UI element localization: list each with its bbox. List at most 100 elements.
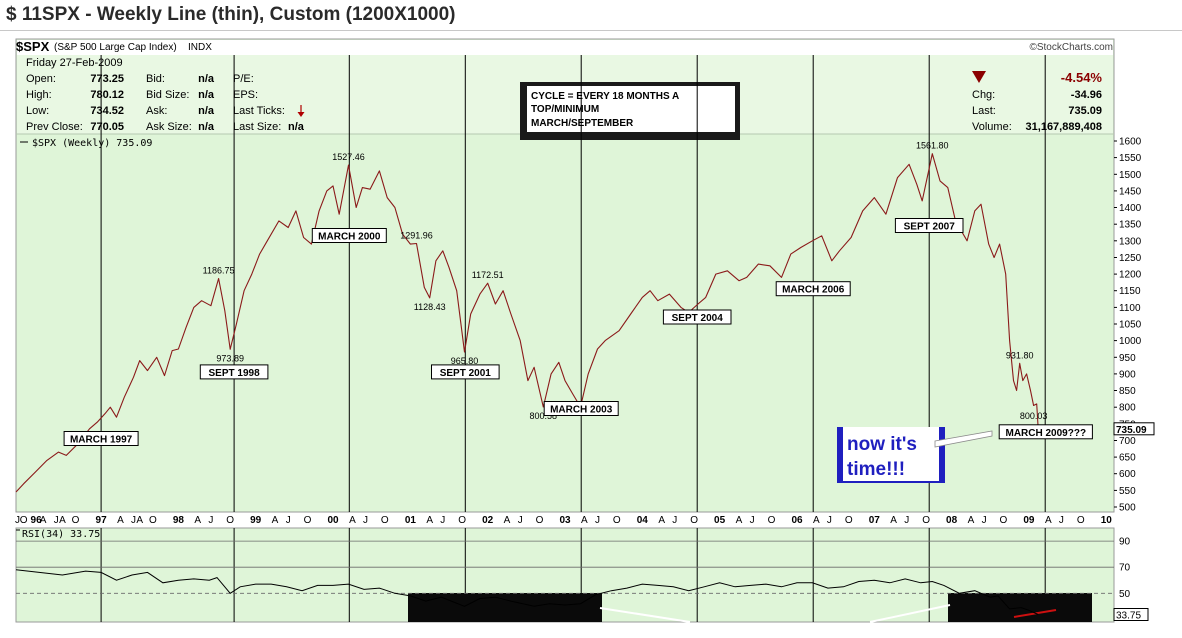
x-tick-label: J [54, 515, 59, 526]
x-tick-label: A [136, 515, 143, 526]
event-label-box [775, 281, 851, 297]
y-tick-label: 1300 [1119, 236, 1142, 247]
x-tick-label: J [440, 515, 445, 526]
rsi-trendline-2 [869, 604, 951, 623]
ask-size-value: n/a [198, 121, 215, 133]
x-tick-label: O [458, 515, 466, 526]
peak-label-layer: 1186.75 973.89 1527.46 1291.96 1128.43 965.80… [203, 141, 1048, 422]
x-tick-label: A [194, 515, 201, 526]
callout-pointer [934, 430, 993, 448]
x-tick-label: 10 [1101, 515, 1113, 526]
x-tick-label: J [827, 515, 832, 526]
y-tick-label: 950 [1119, 353, 1136, 364]
bid-label: Bid: [146, 73, 165, 85]
high-value: 780.12 [90, 89, 124, 101]
x-tick-label: O [72, 515, 80, 526]
x-tick-label: J [363, 515, 368, 526]
event-label-box [311, 228, 387, 243]
rsi-last-label: 33.75 [1116, 611, 1141, 622]
prev-close-value: 770.05 [90, 121, 124, 133]
bid-value: n/a [198, 73, 215, 85]
x-tick-label: A [40, 515, 47, 526]
peak-label: 1128.43 [414, 302, 446, 312]
peak-label: 1561.80 [916, 141, 949, 151]
x-tick-label: A [117, 515, 124, 526]
event-label-box [543, 401, 619, 416]
y-tick-label: 1350 [1119, 220, 1142, 231]
source-label: ©StockCharts.com [1029, 42, 1113, 53]
y-tick-label: 700 [1119, 436, 1136, 447]
eps-label: EPS: [233, 89, 258, 101]
x-tick-label: 99 [250, 515, 262, 526]
y-tick-label: 1600 [1119, 137, 1142, 148]
x-tick-label: 07 [869, 515, 881, 526]
event-label-box [662, 309, 732, 325]
event-label: MARCH 2000 [318, 232, 381, 243]
cycle-note-line-1: CYCLE = EVERY 18 MONTHS A [531, 91, 679, 102]
x-tick-label: A [1045, 515, 1052, 526]
bid-size-value: n/a [198, 89, 215, 101]
rsi-last-tag [1113, 608, 1149, 621]
rsi-legend: RSI(34) 33.75 [22, 529, 100, 540]
last-value: 735.09 [1068, 105, 1102, 117]
last-value-tag [1113, 422, 1155, 436]
peak-label: 800.58 [530, 411, 558, 421]
x-tick-label: O [1077, 515, 1085, 526]
x-tick-label: 96 [31, 515, 43, 526]
x-tick-label: J [1059, 515, 1064, 526]
x-tick-label: A [968, 515, 975, 526]
x-tick-label: J [15, 515, 20, 526]
cycle-note-line-2: TOP/MINIMUM [531, 104, 599, 115]
cycle-note-box: CYCLE = EVERY 18 MONTHS A TOP/MINIMUM MA… [520, 82, 740, 140]
x-tick-label: 09 [1023, 515, 1035, 526]
price-y-axis: 5005506006507007508008509009501000105011… [1113, 137, 1155, 514]
cycle-note-line-3: MARCH/SEPTEMBER [531, 118, 634, 129]
rsi-tick-label: 90 [1119, 537, 1131, 548]
x-tick-label: A [813, 515, 820, 526]
spx-price-line [15, 153, 1039, 493]
y-tick-label: 800 [1119, 403, 1136, 414]
x-tick-label: 98 [173, 515, 185, 526]
event-label-box [431, 364, 500, 380]
x-tick-label: O [1000, 515, 1008, 526]
rsi-tick-label: 70 [1119, 563, 1131, 574]
bid-size-label: Bid Size: [146, 89, 189, 101]
chg-value: -34.96 [1071, 89, 1102, 101]
x-tick-label: J [672, 515, 677, 526]
x-tick-label: O [536, 515, 544, 526]
x-tick-label: J [904, 515, 909, 526]
event-label-box [894, 218, 964, 233]
exchange-label: INDX [188, 42, 212, 53]
rsi-trendline-1 [599, 607, 691, 623]
peak-label: 973.89 [216, 353, 244, 363]
peak-label: 1186.75 [203, 266, 235, 276]
header-strip [17, 40, 1113, 55]
quote-date: Friday 27-Feb-2009 [26, 57, 123, 69]
event-label-layer: MARCH 1997 SEPT 1998 MARCH 2000 SEPT 2001 MA… [63, 218, 1093, 446]
x-tick-label: J [208, 515, 213, 526]
event-label: SEPT 2004 [672, 313, 724, 324]
x-tick-label: 97 [96, 515, 108, 526]
y-tick-label: 650 [1119, 453, 1136, 464]
x-tick-label: A [272, 515, 279, 526]
peak-label: 965.80 [451, 356, 479, 366]
callout-box: now it's time!!! [837, 427, 993, 483]
x-tick-label: O [226, 515, 234, 526]
open-value: 773.25 [90, 73, 124, 85]
rsi-tick-label: 50 [1119, 589, 1131, 600]
high-label: High: [26, 89, 52, 101]
x-tick-label: O [690, 515, 698, 526]
last-value-label: 735.09 [1116, 425, 1147, 436]
x-tick-label: J [750, 515, 755, 526]
x-tick-label: 05 [714, 515, 726, 526]
x-tick-label: 04 [637, 515, 649, 526]
y-tick-label: 1150 [1119, 286, 1141, 297]
down-arrow-icon [297, 105, 305, 117]
event-label: SEPT 1998 [209, 368, 261, 379]
y-tick-label: 1050 [1119, 320, 1142, 331]
y-tick-label: 900 [1119, 369, 1136, 380]
ask-size-label: Ask Size: [146, 121, 192, 133]
x-tick-label: O [381, 515, 389, 526]
x-tick-label: A [890, 515, 897, 526]
